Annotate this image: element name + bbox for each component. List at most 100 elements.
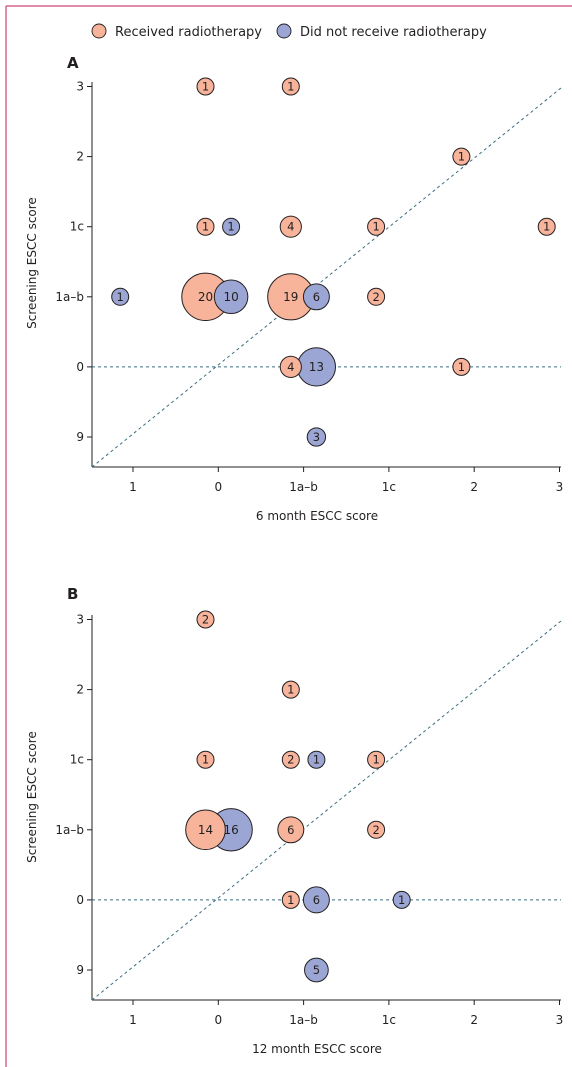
panel-b-bubble-label: 6 bbox=[287, 823, 294, 837]
panel-b-y-tick-label: 2 bbox=[76, 683, 84, 697]
panel-a-bubble-label: 19 bbox=[283, 290, 298, 304]
panel-b-x-tick-label: 1a–b bbox=[289, 1013, 318, 1027]
panel-b-bubble bbox=[281, 890, 300, 909]
panel-a-bubble bbox=[302, 283, 330, 311]
panel-b-bubble bbox=[367, 820, 386, 839]
legend: Received radiotherapy Did not receive ra… bbox=[91, 23, 487, 40]
panel-b-bubble bbox=[302, 886, 330, 914]
legend-label-received: Received radiotherapy bbox=[115, 25, 262, 40]
panel-a-bubble bbox=[367, 287, 386, 306]
panel-b-bubble-label: 1 bbox=[287, 683, 294, 697]
panel-b-bubble bbox=[185, 809, 226, 851]
panel-a-bubble-label: 4 bbox=[287, 360, 294, 374]
panel-a-reference-line-diagonal bbox=[91, 87, 562, 468]
panel-b-bubble bbox=[277, 816, 305, 844]
panel-b-bubble-label: 2 bbox=[372, 823, 379, 837]
panel-a-y-tick-label: 1c bbox=[70, 220, 84, 234]
panel-a-bubble bbox=[367, 217, 386, 236]
panel-b-bubble bbox=[281, 750, 300, 769]
panel-a-bubble bbox=[452, 357, 471, 376]
panel-a-bubble-label: 10 bbox=[223, 290, 238, 304]
panel-a-x-tick-label: 1c bbox=[382, 480, 396, 494]
panel-a-bubble bbox=[222, 217, 241, 236]
panel-b-label: B bbox=[67, 585, 78, 603]
panel-a-bubble bbox=[281, 77, 300, 96]
panel-a-bubble-label: 1 bbox=[372, 220, 379, 234]
panel-a-x-tick-label: 3 bbox=[556, 480, 564, 494]
panel-b-bubble bbox=[307, 750, 326, 769]
panel-a-bubble-label: 1 bbox=[458, 150, 465, 164]
panel-a-y-tick-label: 0 bbox=[76, 360, 84, 374]
panel-a-label: A bbox=[67, 54, 79, 72]
panel-b-y-tick-label: 0 bbox=[76, 893, 84, 907]
panel-a-bubble-label: 20 bbox=[198, 290, 213, 304]
panel-b-bubble bbox=[196, 610, 215, 629]
panel-a-bubble bbox=[452, 147, 471, 166]
panel-a-bubble bbox=[213, 279, 249, 315]
panel-b-x-tick-label: 2 bbox=[470, 1013, 478, 1027]
panel-a-y-tick-label: 3 bbox=[76, 80, 84, 94]
panel-b: B Screening ESCC score 12 month ESCC sco… bbox=[25, 585, 563, 1056]
panel-a-bubble-label: 6 bbox=[313, 290, 320, 304]
panel-b-bubble bbox=[367, 750, 386, 769]
panel-b-bubble bbox=[304, 957, 329, 983]
panel-a-bubble bbox=[196, 217, 215, 236]
panel-b-y-tick-label: 9 bbox=[76, 963, 84, 977]
panel-a-y-axis-title: Screening ESCC score bbox=[25, 197, 39, 329]
panel-b-bubble-label: 1 bbox=[313, 753, 320, 767]
panel-a-bubble bbox=[279, 215, 302, 238]
panel-a-x-axis-title: 6 month ESCC score bbox=[256, 509, 378, 523]
panel-a-bubble-label: 4 bbox=[287, 220, 294, 234]
panel-b-bubble-label: 2 bbox=[202, 613, 209, 627]
panel-b-bubble-label: 5 bbox=[313, 963, 320, 977]
panel-a-y-tick-label: 9 bbox=[76, 430, 84, 444]
panel-b-bubble-label: 2 bbox=[287, 753, 294, 767]
panel-a-bubble bbox=[111, 287, 130, 306]
panel-b-bubble bbox=[281, 680, 300, 699]
panel-a-bubble-label: 13 bbox=[309, 360, 324, 374]
panel-b-y-tick-label: 1c bbox=[70, 753, 84, 767]
panel-b-bubble-label: 1 bbox=[372, 753, 379, 767]
panel-a-bubble-label: 1 bbox=[227, 220, 234, 234]
panel-a-bubble-label: 3 bbox=[313, 430, 320, 444]
panel-b-bubble-label: 16 bbox=[223, 823, 238, 837]
panel-b-x-tick-label: 1 bbox=[129, 1013, 137, 1027]
panel-a: A Screening ESCC score 6 month ESCC scor… bbox=[25, 54, 563, 523]
panel-b-x-tick-label: 0 bbox=[214, 1013, 222, 1027]
panel-a-bubble-label: 1 bbox=[202, 80, 209, 94]
panel-a-bubble bbox=[537, 217, 556, 236]
panel-a-bubble bbox=[306, 427, 327, 447]
panel-b-bubble bbox=[196, 750, 215, 769]
legend-marker-not-received bbox=[276, 23, 292, 39]
panel-a-y-tick-label: 1a–b bbox=[55, 290, 84, 304]
panel-a-bubble-label: 2 bbox=[372, 290, 379, 304]
panel-b-y-tick-label: 3 bbox=[76, 613, 84, 627]
panel-a-y-tick-label: 2 bbox=[76, 150, 84, 164]
legend-marker-received bbox=[91, 23, 107, 39]
panel-b-x-axis-title: 12 month ESCC score bbox=[252, 1042, 382, 1056]
panel-a-x-tick-label: 1 bbox=[129, 480, 137, 494]
panel-b-bubble-label: 14 bbox=[198, 823, 213, 837]
panel-a-bubble bbox=[279, 355, 302, 378]
panel-b-y-axis-title: Screening ESCC score bbox=[25, 731, 39, 863]
panel-a-bubble-label: 1 bbox=[202, 220, 209, 234]
panel-b-bubble-label: 1 bbox=[398, 893, 405, 907]
panel-b-bubble-label: 6 bbox=[313, 893, 320, 907]
panel-b-bubble-label: 1 bbox=[287, 893, 294, 907]
panel-a-bubble-label: 1 bbox=[543, 220, 550, 234]
panel-a-bubble-label: 1 bbox=[458, 360, 465, 374]
panel-a-bubble bbox=[196, 77, 215, 96]
panel-a-bubble-label: 1 bbox=[117, 290, 124, 304]
panel-a-x-tick-label: 2 bbox=[470, 480, 478, 494]
panel-b-reference-line-diagonal bbox=[91, 620, 562, 1001]
panel-b-x-tick-label: 1c bbox=[382, 1013, 396, 1027]
legend-label-not-received: Did not receive radiotherapy bbox=[300, 25, 487, 40]
panel-b-y-tick-label: 1a–b bbox=[55, 823, 84, 837]
panel-a-x-tick-label: 1a–b bbox=[289, 480, 318, 494]
panel-b-x-tick-label: 3 bbox=[556, 1013, 564, 1027]
panel-b-bubble bbox=[392, 890, 411, 909]
panel-b-bubble-label: 1 bbox=[202, 753, 209, 767]
panel-a-x-tick-label: 0 bbox=[214, 480, 222, 494]
panel-a-bubble-label: 1 bbox=[287, 80, 294, 94]
